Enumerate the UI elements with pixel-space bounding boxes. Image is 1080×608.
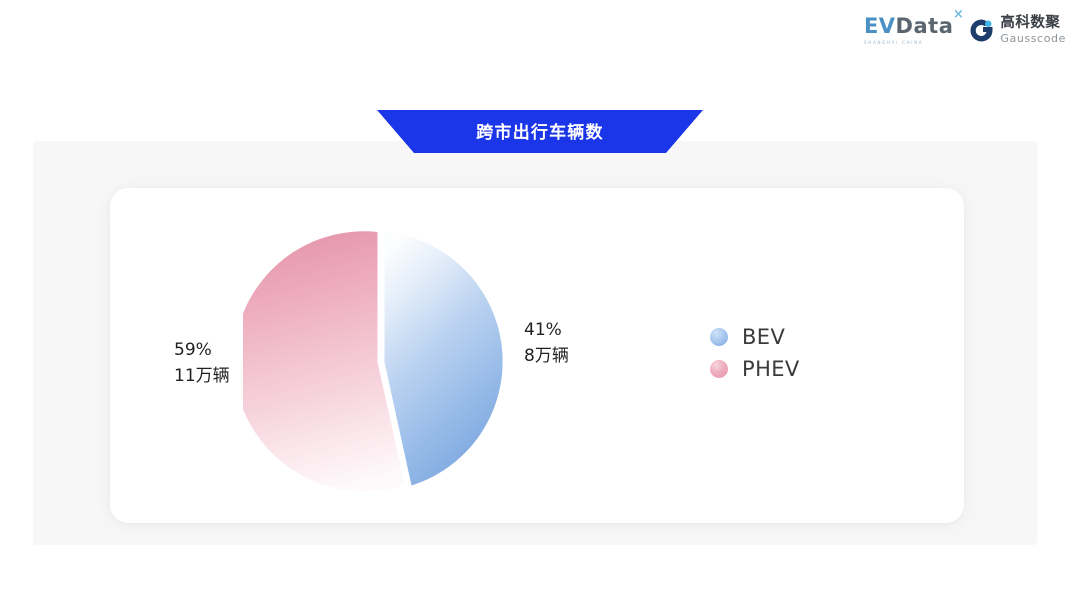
gausscode-text: 高科数聚 Gausscode: [1000, 16, 1066, 44]
legend-swatch-phev-icon: [710, 360, 728, 378]
evdata-logo: EVData × SHANGHAI CHINA: [863, 8, 964, 45]
evdata-x-icon: ×: [952, 6, 965, 22]
evdata-ev-text: EV: [863, 13, 896, 38]
chart-legend: BEV PHEV: [710, 326, 800, 380]
gausscode-cn-name: 高科数聚: [1000, 15, 1061, 32]
pie-slice-phev: [243, 231, 405, 492]
evdata-data-text: Data: [895, 13, 954, 38]
pie-label-phev-percent: 59%: [174, 340, 212, 360]
pie-label-phev-value: 11万辆: [174, 365, 230, 386]
legend-item-bev[interactable]: BEV: [710, 326, 800, 348]
legend-label-phev: PHEV: [742, 356, 800, 381]
pie-label-bev: 41% 8万辆: [524, 318, 569, 369]
gausscode-logo: 高科数聚 Gausscode: [969, 16, 1066, 44]
evdata-subtitle: SHANGHAI CHINA: [863, 39, 924, 45]
gausscode-en-name: Gausscode: [1000, 31, 1066, 45]
legend-label-bev: BEV: [742, 324, 786, 349]
legend-swatch-bev-icon: [710, 328, 728, 346]
legend-item-phev[interactable]: PHEV: [710, 358, 800, 380]
pie-label-bev-value: 8万辆: [524, 345, 569, 366]
pie-slice-bev: [384, 232, 503, 486]
gausscode-g-icon: [969, 18, 994, 43]
evdata-wordmark: EVData ×: [863, 8, 964, 38]
pie-label-bev-percent: 41%: [524, 320, 562, 340]
section-title-banner: 跨市出行车辆数: [377, 110, 703, 153]
page-title: 跨市出行车辆数: [476, 122, 604, 143]
pie-chart: [243, 224, 519, 500]
brand-bar: EVData × SHANGHAI CHINA 高科数聚 Gausscode: [863, 8, 1066, 48]
pie-label-phev: 59% 11万辆: [174, 338, 230, 389]
